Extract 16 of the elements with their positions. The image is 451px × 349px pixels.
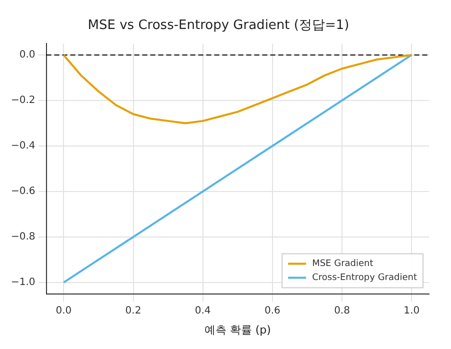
x-tick-label: 1.0 — [404, 305, 420, 316]
y-tick-label: −0.2 — [10, 95, 36, 106]
y-tick-label: −1.0 — [10, 277, 36, 288]
y-tick-label: −0.6 — [10, 186, 36, 198]
legend-label: Cross-Entropy Gradient — [312, 273, 418, 284]
y-tick-label: −0.8 — [10, 232, 36, 243]
y-tick-label: 0.0 — [19, 50, 36, 61]
y-tick-label: −0.4 — [10, 140, 36, 152]
x-tick-label: 0.0 — [56, 305, 72, 316]
x-axis-title: 예측 확률 (p) — [204, 323, 271, 336]
x-tick-label: 0.6 — [264, 305, 280, 316]
x-tick-label: 0.8 — [334, 305, 350, 316]
x-tick-label: 0.2 — [125, 305, 142, 316]
x-tick-label: 0.4 — [194, 305, 211, 316]
legend-label: MSE Gradient — [312, 259, 374, 270]
chart-title: MSE vs Cross-Entropy Gradient (정답=1) — [88, 18, 350, 34]
